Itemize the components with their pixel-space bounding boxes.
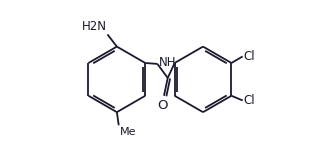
- Text: O: O: [157, 99, 167, 112]
- Text: H2N: H2N: [82, 20, 107, 33]
- Text: Cl: Cl: [244, 94, 255, 107]
- Text: Cl: Cl: [244, 50, 255, 63]
- Text: NH: NH: [159, 56, 176, 69]
- Text: Me: Me: [120, 127, 136, 137]
